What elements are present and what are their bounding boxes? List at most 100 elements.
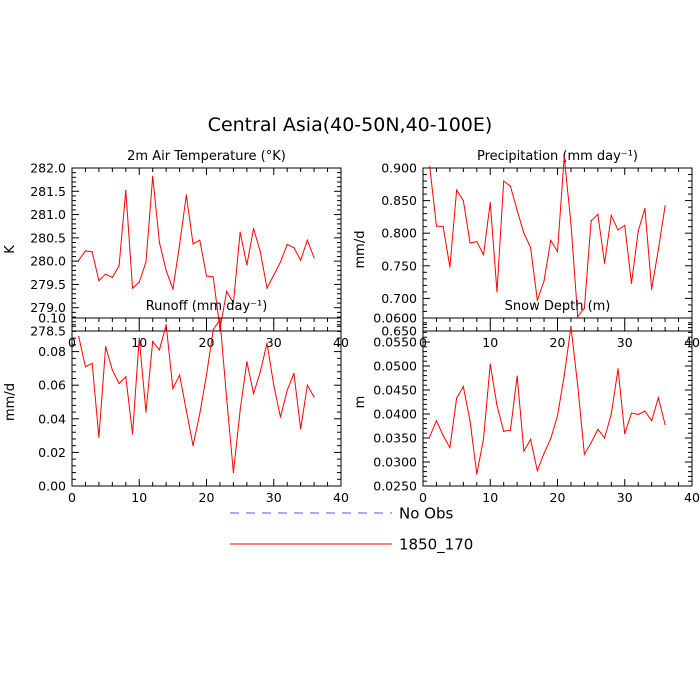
data-point [496,404,498,406]
data-point [78,259,80,261]
data-point [435,225,438,227]
y-tick-label: 0.02 [38,445,66,460]
legend-entry-1: No Obs [230,505,453,523]
x-tick-label: 10 [131,490,147,505]
y-tick-label: 0.850 [381,193,417,208]
data-point [516,209,518,211]
data-point [563,375,565,377]
data-point [165,324,167,326]
x-tick-label: 30 [617,335,633,350]
data-point [583,453,586,455]
data-point [125,189,127,191]
chart-panel-2: Precipitation (mm day⁻¹) 0.650 0.700 0.750 0… [353,149,700,350]
data-point [577,384,579,386]
data-point [624,433,626,435]
y-tick-label: 0.0350 [373,431,417,446]
data-point [313,396,315,398]
data-point [91,362,93,364]
x-tick-label: 20 [199,490,215,505]
y-tick-label: 0.10 [38,311,66,326]
data-point [462,200,464,202]
data-point [590,442,592,444]
data-point [252,393,255,395]
y-axis-label: m [353,396,368,409]
data-point [145,411,147,413]
data-point [300,428,302,430]
data-point [239,231,241,233]
data-point [550,239,552,241]
x-tick-label: 40 [684,490,700,505]
panel-title: 2m Air Temperature (°K) [127,149,286,164]
data-point [617,368,619,370]
data-point [118,265,120,267]
data-point [550,437,552,440]
data-point [172,288,174,290]
figure-title: Central Asia(40-50N,40-100E) [208,114,493,136]
data-point [84,250,87,252]
y-tick-label: 0.04 [38,411,66,426]
series-line-1850_170 [78,318,315,473]
data-point [246,361,248,363]
legend-label: No Obs [399,505,453,523]
y-tick-label: 0.0500 [373,359,417,374]
y-tick-label: 282.0 [30,161,66,176]
y-tick-label: 0.08 [38,344,66,359]
data-point [516,375,518,377]
x-tick-label: 20 [550,490,566,505]
data-point [205,374,208,376]
data-point [232,302,234,304]
x-tick-label: 20 [550,335,566,350]
data-point [266,287,268,289]
series-line-1850_170 [429,326,666,475]
data-point [617,229,619,231]
y-tick-label: 0.06 [38,378,66,393]
y-tick-label: 280.5 [30,230,66,245]
data-point [105,345,107,348]
data-point [78,335,80,338]
legend-entry-2: 1850_170 [230,536,473,555]
data-point [152,175,154,177]
x-tick-label: 40 [333,490,349,505]
data-point [131,287,134,289]
data-point [226,398,228,400]
data-point [449,447,451,449]
data-point [456,189,458,191]
data-point [266,342,268,344]
data-point [469,420,471,422]
data-point [509,185,512,187]
panel-title: Precipitation (mm day⁻¹) [477,149,638,164]
panel-title: Runoff (mm day⁻¹) [146,299,268,314]
chart-panels: 2m Air Temperature (°K) 278.5 279.0 279.5 28… [3,149,700,505]
data-point [469,242,471,244]
data-point [597,428,599,430]
data-point [293,372,295,375]
data-point [462,386,464,388]
data-point [239,409,241,411]
data-point [543,452,545,454]
data-point [482,254,485,256]
data-point [476,473,478,475]
data-point [556,415,559,417]
data-point [158,349,161,351]
data-point [489,201,491,204]
data-point [273,274,275,276]
data-point [536,299,538,301]
data-point [293,247,295,249]
chart-panel-1: 2m Air Temperature (°K) 278.5 279.0 279.5 28… [3,149,349,350]
data-point [111,369,113,371]
data-point [610,215,612,217]
data-point [152,340,154,343]
data-point [131,433,134,435]
y-tick-label: 279.0 [30,300,66,315]
data-point [300,259,302,261]
data-point [543,280,545,282]
data-point [138,337,140,339]
y-tick-label: 278.5 [30,324,66,339]
data-point [442,435,444,437]
data-point [165,269,167,272]
data-point [212,276,214,278]
y-tick-label: 0.700 [381,291,417,306]
data-point [185,194,187,196]
data-point [246,264,248,266]
